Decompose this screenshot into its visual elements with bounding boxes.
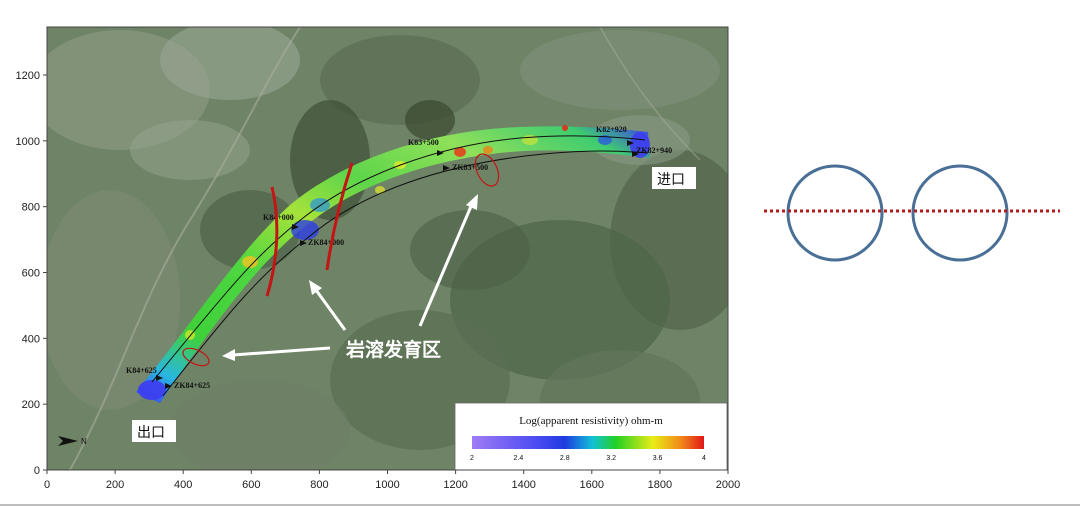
- x-tick-label: 2000: [716, 479, 740, 491]
- anomaly-ellipse-k83: [474, 153, 500, 187]
- arrow-head-k84-zone: [309, 280, 322, 295]
- station-label-zk84-625: ZK84+625: [174, 381, 210, 390]
- entrance-label: 进口: [657, 172, 685, 188]
- station-label-zk83-500: ZK83+500: [452, 163, 488, 172]
- station-marker-zk83-500: [443, 165, 450, 171]
- station-label-k84-625: K84+625: [126, 366, 157, 375]
- exit-label: 出口: [137, 425, 165, 441]
- y-tick-label: 600: [22, 268, 40, 280]
- legend-tick-labels: 2 2.4 2.8 3.2 3.6 4: [470, 455, 706, 462]
- station-label-k82-920: K82+920: [596, 125, 627, 134]
- legend-tick-label: 3.6: [653, 455, 663, 462]
- arrow-head-k83: [466, 194, 478, 210]
- karst-arrows: [222, 194, 478, 361]
- station-label-zk84-000: ZK84+000: [308, 238, 344, 247]
- station-marker-zk84-000: [300, 240, 307, 246]
- legend-tick-label: 2.8: [560, 455, 570, 462]
- station-label-zk82-940: ZK82+940: [636, 146, 672, 155]
- x-tick-label: 1200: [443, 479, 467, 491]
- north-arrow-icon: [58, 436, 78, 446]
- y-tick-label: 1000: [16, 136, 40, 148]
- x-tick-label: 200: [106, 479, 124, 491]
- anomaly-ellipse-k84: [182, 347, 210, 367]
- left-tunnel-circle: [786, 164, 884, 262]
- satellite-imagery: [47, 27, 728, 470]
- karst-anomaly-markings: [182, 153, 500, 367]
- x-tick-label: 800: [310, 479, 328, 491]
- tunnel-cross-section-schematic: [764, 164, 1060, 262]
- y-tick-label: 1200: [16, 70, 40, 82]
- x-tick-label: 400: [174, 479, 192, 491]
- station-label-k83-500: K83+500: [408, 138, 439, 147]
- x-tick-label: 1000: [375, 479, 399, 491]
- station-label-k84-000: K84+000: [263, 213, 294, 222]
- resistivity-corridor: [136, 125, 650, 403]
- x-tick-label: 1600: [580, 479, 604, 491]
- legend-tick-label: 2.4: [514, 455, 524, 462]
- station-markers: [156, 140, 639, 389]
- north-arrow: N: [58, 436, 87, 446]
- arrow-to-k84-anomaly: [232, 346, 331, 357]
- station-marker-zk82-940: [632, 151, 639, 157]
- y-tick-label: 800: [22, 202, 40, 214]
- x-tick-label: 600: [242, 479, 260, 491]
- anomaly-boundary-line-1: [265, 186, 279, 297]
- north-label: N: [81, 437, 87, 446]
- arrow-to-k84-zone: [314, 289, 347, 331]
- x-tick-label: 1400: [511, 479, 535, 491]
- legend-title: Log(apparent resistivity) ohm-m: [519, 415, 663, 427]
- color-legend: Log(apparent resistivity) ohm-m 2 2.4 2.8 3…: [454, 402, 728, 471]
- arrow-to-k83-anomaly: [418, 203, 474, 327]
- entrance-label-box: [652, 167, 696, 189]
- y-tick-label: 200: [22, 399, 40, 411]
- legend-tick-label: 2: [470, 455, 474, 462]
- x-tick-label: 0: [44, 479, 50, 491]
- x-tick-label: 1800: [648, 479, 672, 491]
- station-marker-k84-000: [292, 224, 299, 230]
- y-tick-label: 400: [22, 333, 40, 345]
- arrow-head-k84-anomaly: [222, 349, 235, 361]
- karst-zone-label: 岩溶发育区: [345, 338, 441, 361]
- station-marker-k82-920: [627, 140, 634, 146]
- legend-tick-label: 3.2: [606, 455, 616, 462]
- y-tick-label: 0: [34, 465, 40, 477]
- legend-tick-label: 4: [702, 455, 706, 462]
- exit-label-box: [132, 420, 176, 442]
- x-axis: 0 200 400 600 800 1000 1200 1400 1600 1800 2000: [44, 470, 740, 491]
- legend-colorbar: [472, 436, 704, 449]
- right-tunnel-circle: [911, 164, 1009, 262]
- y-axis: 0 200 400 600 800 1000 1200: [16, 70, 47, 477]
- station-marker-zk84-625: [165, 383, 172, 389]
- anomaly-boundary-line-2: [325, 162, 354, 271]
- station-marker-k84-625: [156, 375, 163, 381]
- station-marker-k83-500: [437, 150, 444, 156]
